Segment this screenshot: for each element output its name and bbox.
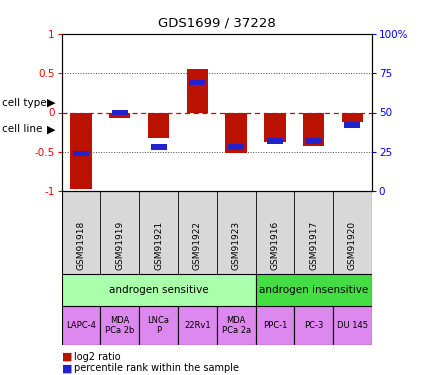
Text: cell type: cell type [2, 98, 47, 108]
Text: LNCa
P: LNCa P [147, 316, 170, 335]
Text: GSM91922: GSM91922 [193, 220, 202, 270]
Text: GSM91918: GSM91918 [76, 220, 85, 270]
Bar [255, 274, 372, 306]
Text: ■: ■ [62, 363, 72, 373]
Bar [345, 122, 360, 128]
Text: PC-3: PC-3 [304, 321, 323, 330]
Text: log2 ratio: log2 ratio [74, 352, 120, 362]
Text: androgen insensitive: androgen insensitive [259, 285, 368, 295]
Bar [303, 112, 324, 146]
Title: GDS1699 / 37228: GDS1699 / 37228 [158, 17, 276, 30]
Text: 22Rv1: 22Rv1 [184, 321, 211, 330]
Text: MDA
PCa 2a: MDA PCa 2a [221, 316, 251, 335]
Text: LAPC-4: LAPC-4 [66, 321, 96, 330]
Bar [190, 80, 205, 86]
Bar [342, 112, 363, 122]
Text: MDA
PCa 2b: MDA PCa 2b [105, 316, 134, 335]
Text: PPC-1: PPC-1 [263, 321, 287, 330]
Bar [71, 112, 92, 189]
Bar [62, 306, 100, 345]
Bar [150, 144, 167, 150]
Bar [178, 306, 217, 345]
Text: ■: ■ [62, 352, 72, 362]
Bar [294, 306, 333, 345]
Text: GSM91923: GSM91923 [232, 220, 241, 270]
Bar [139, 306, 178, 345]
Bar [148, 112, 169, 138]
Text: androgen sensitive: androgen sensitive [109, 285, 208, 295]
Bar [217, 306, 255, 345]
Bar [333, 306, 372, 345]
Bar [228, 144, 244, 150]
Bar [306, 138, 322, 144]
Text: DU 145: DU 145 [337, 321, 368, 330]
Text: percentile rank within the sample: percentile rank within the sample [74, 363, 238, 373]
Text: GSM91919: GSM91919 [115, 220, 124, 270]
Bar [109, 112, 130, 118]
Text: GSM91917: GSM91917 [309, 220, 318, 270]
Bar [255, 306, 294, 345]
Bar [62, 274, 255, 306]
Bar [187, 69, 208, 112]
Text: GSM91921: GSM91921 [154, 220, 163, 270]
Bar [100, 306, 139, 345]
Text: ▶: ▶ [47, 124, 55, 134]
Text: cell line: cell line [2, 124, 42, 134]
Bar [267, 138, 283, 144]
Bar [73, 151, 89, 156]
Bar [264, 112, 286, 142]
Text: ▶: ▶ [47, 98, 55, 108]
Bar [226, 112, 247, 153]
Bar [112, 110, 128, 115]
Text: GSM91916: GSM91916 [270, 220, 279, 270]
Text: GSM91920: GSM91920 [348, 220, 357, 270]
